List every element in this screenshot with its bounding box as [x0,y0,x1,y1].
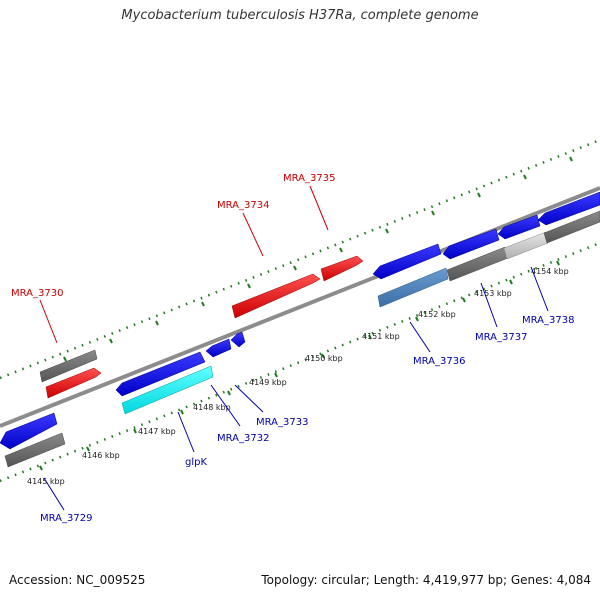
tick-label: 4146 kbp [82,451,120,460]
label-mra-3735: MRA_3735 [283,173,335,184]
tick-label: 4154 kbp [531,267,569,276]
cds-mra-3729[interactable] [4,432,66,468]
gene-mra-3736-a[interactable] [372,243,442,280]
gene-labels: MRA_3730 MRA_3734 MRA_3735 MRA_3729 glpK… [11,173,574,524]
gene-mra-3729[interactable] [0,412,58,450]
cds-mra-3739[interactable] [543,210,600,244]
gene-mra-3730[interactable] [45,367,102,399]
tick-label: 4147 kbp [138,427,176,436]
label-glpk: glpK [185,457,207,468]
tick-label: 4151 kbp [362,332,400,341]
label-mra-3729: MRA_3729 [40,513,92,524]
map-title: Mycobacterium tuberculosis H37Ra, comple… [121,8,479,23]
gene-glpk[interactable] [121,365,214,415]
inner-major-ticks [39,260,560,471]
gene-mra-3734[interactable] [231,273,321,319]
tick-label: 4152 kbp [418,310,456,319]
label-mra-3737: MRA_3737 [475,332,527,343]
gene-mra-3735[interactable] [320,255,364,282]
genome-summary-text: Topology: circular; Length: 4,419,977 bp… [261,573,591,587]
cds-mra-3730[interactable] [39,349,98,383]
tick-label: 4149 kbp [249,378,287,387]
tick-label: 4150 kbp [305,354,343,363]
label-mra-3734: MRA_3734 [217,200,269,211]
cds-mra-3738[interactable] [503,231,549,260]
leader-lines-reverse [43,266,549,511]
tick-label: 4153 kbp [474,289,512,298]
leader-lines-forward [39,185,329,344]
accession-text: Accession: NC_009525 [9,573,146,587]
label-mra-3738: MRA_3738 [522,315,574,326]
label-mra-3736: MRA_3736 [413,356,465,367]
gene-mra-3731[interactable] [115,351,206,397]
gene-mra-3737[interactable] [442,228,500,260]
backbone-line [0,186,600,428]
gene-mra-3738-a[interactable] [497,214,541,240]
label-mra-3733: MRA_3733 [256,417,308,428]
label-mra-3730: MRA_3730 [11,288,63,299]
label-mra-3732: MRA_3732 [217,433,269,444]
gene-mra-3732[interactable] [205,338,232,358]
tick-label: 4148 kbp [193,403,231,412]
gene-mra-3733[interactable] [230,331,246,348]
gene-mra-3739[interactable] [537,191,600,226]
cds-mra-3736[interactable] [377,267,449,308]
outer-major-ticks [63,156,573,362]
